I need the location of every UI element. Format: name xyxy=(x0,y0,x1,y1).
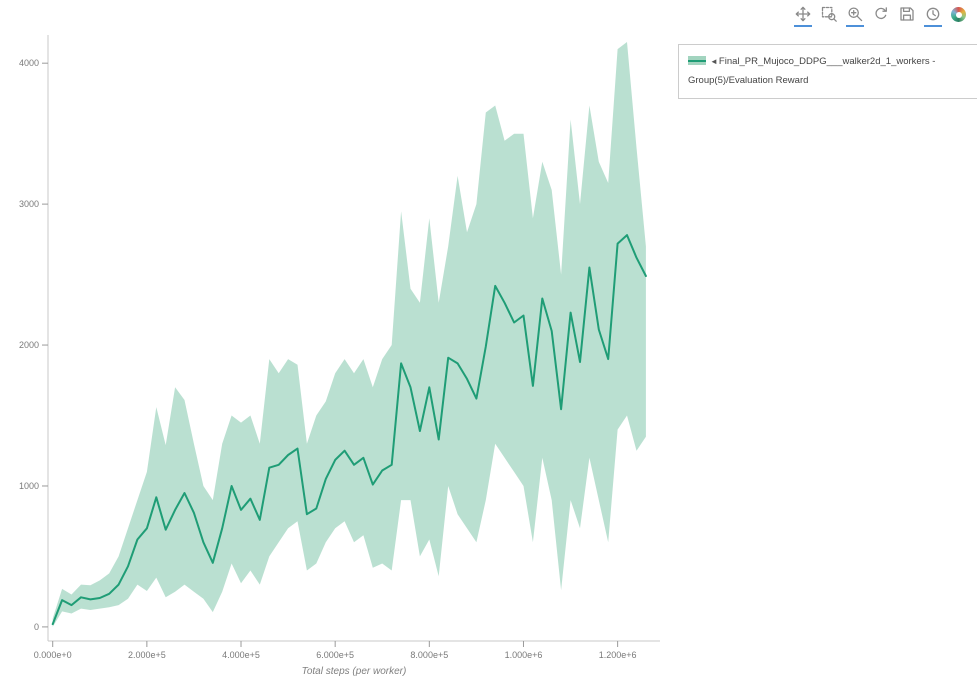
y-tick-label: 4000 xyxy=(19,58,39,68)
pan-tool-button[interactable] xyxy=(794,5,812,27)
y-tick-label: 3000 xyxy=(19,199,39,209)
series-mean-line xyxy=(51,234,647,626)
legend-collapse-icon[interactable]: ◄ xyxy=(710,57,718,66)
y-tick-label: 2000 xyxy=(19,340,39,350)
x-tick-label: 1.000e+6 xyxy=(505,650,543,660)
legend-label: Final_PR_Mujoco_DDPG___walker2d_1_worker… xyxy=(688,56,936,86)
hover-tool-button[interactable] xyxy=(924,5,942,27)
box-zoom-tool-button[interactable] xyxy=(820,5,838,27)
bokeh-logo-icon xyxy=(951,7,966,22)
hover-icon xyxy=(925,6,941,22)
axis-lines xyxy=(47,35,660,642)
x-tick-label: 2.000e+5 xyxy=(128,650,166,660)
bokeh-logo-tool-button[interactable] xyxy=(950,6,967,27)
reset-icon xyxy=(873,6,889,22)
legend-swatch-icon xyxy=(688,56,706,65)
y-tick-label: 1000 xyxy=(19,481,39,491)
y-tick-label: 0 xyxy=(34,622,39,632)
x-axis-label: Total steps (per worker) xyxy=(302,666,407,677)
chart-canvas[interactable]: 0 1000 2000 3000 4000 0.000e+0 2.000e+5 4.000e+… xyxy=(0,0,680,688)
pan-icon xyxy=(795,6,811,22)
box-zoom-icon xyxy=(821,6,837,22)
reset-tool-button[interactable] xyxy=(872,5,890,27)
wheel-zoom-icon xyxy=(847,6,863,22)
x-tick-label: 6.000e+5 xyxy=(316,650,354,660)
toolbar xyxy=(794,5,967,27)
x-tick-label: 0.000e+0 xyxy=(34,650,72,660)
series-confidence-band xyxy=(52,42,646,627)
save-tool-button[interactable] xyxy=(898,5,916,27)
save-icon xyxy=(899,6,915,22)
x-tick-label: 8.000e+5 xyxy=(410,650,448,660)
x-tick-label: 4.000e+5 xyxy=(222,650,260,660)
wheel-zoom-tool-button[interactable] xyxy=(846,5,864,27)
x-tick-label: 1.200e+6 xyxy=(599,650,637,660)
legend[interactable]: ◄Final_PR_Mujoco_DDPG___walker2d_1_worke… xyxy=(678,44,977,100)
